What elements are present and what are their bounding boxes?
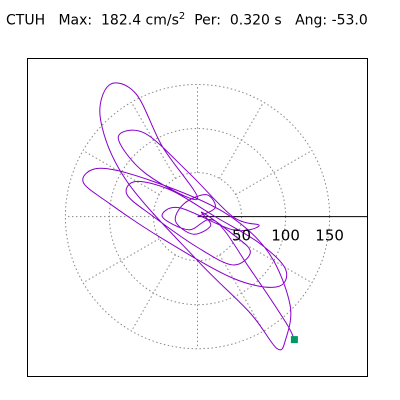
- max-label: Max: 182.4 cm/s: [58, 12, 179, 29]
- range-tick-label: 100: [271, 227, 300, 245]
- angle-label: Ang: -53.0: [295, 12, 368, 29]
- range-tick-label: 50: [232, 227, 251, 245]
- period-label: Per: 0.320 s: [194, 12, 282, 29]
- spoke: [82, 238, 160, 284]
- title: CTUH Max: 182.4 cm/s2 Per: 0.320 s Ang: …: [6, 11, 368, 29]
- end-marker: [290, 336, 298, 344]
- spoke: [235, 150, 313, 196]
- station: CTUH: [6, 12, 46, 29]
- plot-frame: [27, 58, 368, 377]
- range-tick-label: 150: [315, 227, 344, 245]
- max-unit-exponent: 2: [178, 11, 186, 22]
- orbit-trace: [82, 82, 295, 351]
